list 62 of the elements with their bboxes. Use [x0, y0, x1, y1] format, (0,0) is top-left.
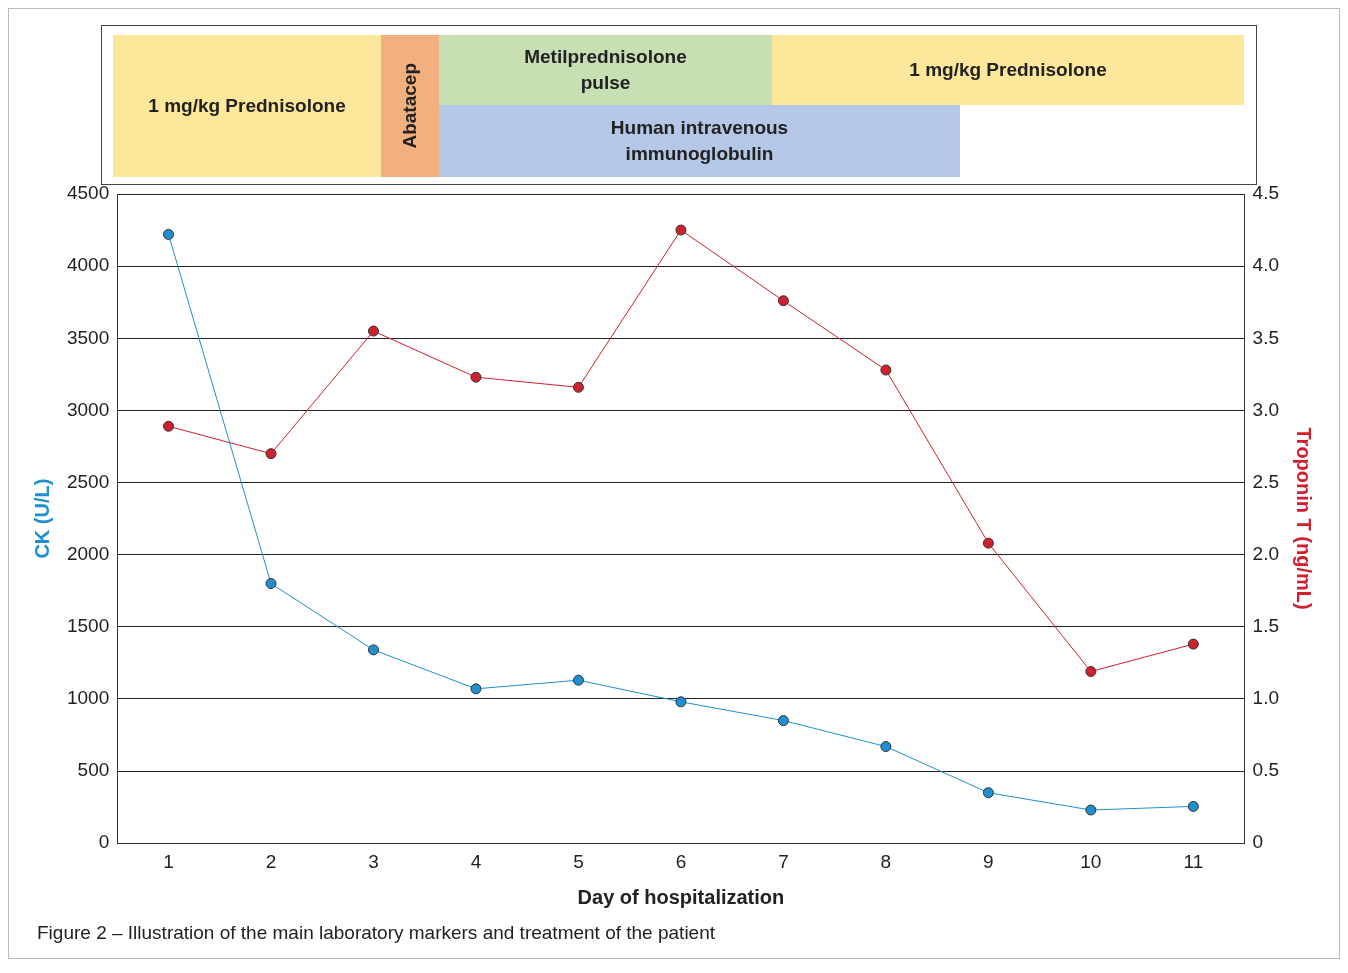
y2-tick-label: 3.0 [1252, 398, 1280, 420]
point [777, 715, 789, 727]
y2-tick-label: 2.0 [1252, 542, 1280, 564]
y-tick-label: 500 [77, 759, 110, 781]
y2-tick-label: 3.5 [1252, 326, 1280, 348]
point [265, 448, 277, 460]
point [777, 295, 789, 307]
x-tick-label: 11 [1183, 850, 1204, 872]
y2-tick-label: 4.0 [1252, 254, 1280, 276]
text: Metilprednisolone pulse [523, 45, 688, 95]
point [367, 325, 379, 337]
point [1085, 804, 1097, 816]
x-tick-label: 3 [368, 850, 379, 872]
y2-tick-label: 2.5 [1252, 470, 1280, 492]
y-tick-label: 4500 [66, 182, 110, 204]
point [675, 696, 687, 708]
point [880, 364, 892, 376]
x-tick-label: 1 [163, 850, 174, 872]
y2-tick-label: 0 [1252, 831, 1264, 853]
y2-tick-label: 4.5 [1252, 182, 1280, 204]
x-tick-label: 6 [675, 850, 687, 872]
point [470, 683, 482, 695]
y-tick-label: 3000 [66, 398, 110, 420]
y2-tick-label: 0.5 [1252, 759, 1280, 781]
y-tick-label: 1000 [66, 687, 110, 709]
y2-axis-title: Troponin T (ng/mL) [1293, 427, 1316, 610]
point [163, 228, 175, 240]
point [265, 578, 277, 590]
x-tick-label: 10 [1080, 850, 1102, 872]
x-axis-title: Day of hospitalization [577, 885, 785, 908]
point [982, 537, 994, 549]
y2-tick-label: 1.5 [1252, 615, 1280, 637]
point [163, 420, 175, 432]
text: 1 mg/kg Prednisolone [909, 58, 1107, 82]
point [1187, 800, 1199, 812]
x-tick-label: 4 [470, 850, 482, 872]
point [675, 224, 687, 236]
point [572, 674, 584, 686]
y-tick-label: 3500 [66, 326, 110, 348]
y-tick-label: 2500 [66, 470, 110, 492]
x-tick-label: 5 [573, 850, 584, 872]
point [1085, 666, 1097, 678]
point [1187, 638, 1199, 650]
x-tick-label: 2 [265, 850, 277, 872]
point [572, 381, 584, 393]
text: Human intravenous immunoglobulin [609, 116, 790, 166]
point [982, 787, 994, 799]
y2-tick-label: 1.0 [1252, 687, 1280, 709]
y-tick-label: 0 [98, 831, 110, 853]
caption: Figure 2 – Illustration of the main laboratory markers and treatment of the patient [9, 914, 1339, 958]
y-tick-label: 4000 [66, 254, 110, 276]
point [367, 644, 379, 656]
y-tick-label: 1500 [66, 615, 110, 637]
point [470, 371, 482, 383]
x-tick-label: 7 [778, 850, 789, 872]
point [880, 741, 892, 753]
text: Abatacep [398, 63, 421, 149]
x-tick-label: 9 [983, 850, 994, 872]
text: 1 mg/kg Prednisolone [148, 94, 346, 118]
y-tick-label: 2000 [66, 542, 110, 564]
x-tick-label: 8 [880, 850, 892, 872]
y-axis-title: CK (U/L) [30, 478, 53, 559]
